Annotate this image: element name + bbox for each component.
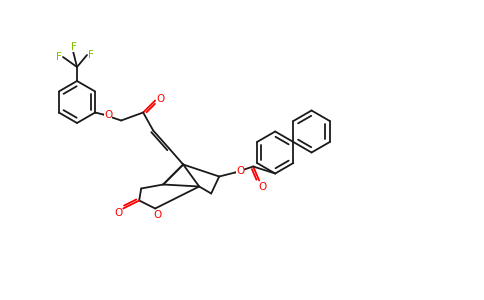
- Text: F: F: [71, 42, 77, 52]
- Text: O: O: [114, 208, 122, 218]
- Text: O: O: [104, 110, 112, 119]
- Text: O: O: [153, 209, 161, 220]
- Text: F: F: [88, 50, 94, 60]
- Text: F: F: [56, 52, 62, 62]
- Text: O: O: [258, 182, 266, 191]
- Text: O: O: [156, 94, 164, 103]
- Text: O: O: [236, 166, 244, 176]
